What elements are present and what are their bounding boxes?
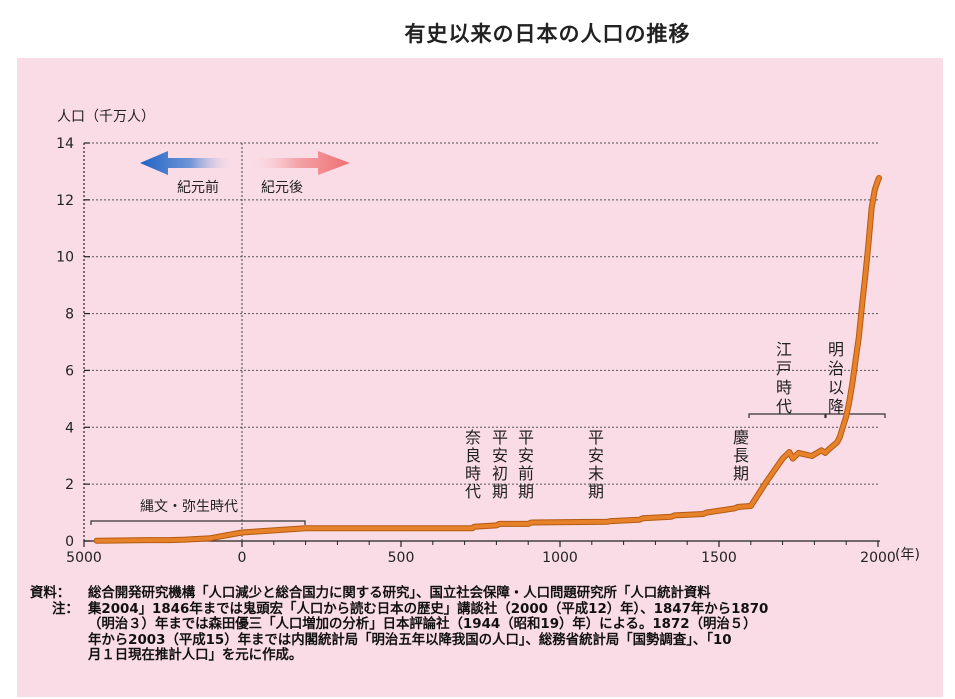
era-label-keicho: 慶長期 <box>733 428 749 483</box>
era-label-char: 長 <box>733 446 749 465</box>
era-label-char: 安 <box>518 446 534 465</box>
era-label-char: 前 <box>518 464 534 483</box>
source-text: 総合開発研究機構「人口減少と総合国力に関する研究」、国立社会保障・人口問題研究所… <box>88 586 711 601</box>
era-bracket-edo <box>748 413 826 418</box>
era-label-char: 平 <box>518 428 534 447</box>
era-label-char: 奈 <box>465 428 481 447</box>
era-label-char: 時 <box>465 464 481 483</box>
era-label-char: 以 <box>828 378 844 397</box>
ad-label: 紀元後 <box>261 180 303 196</box>
era-label-char: 時 <box>776 378 792 397</box>
era-bracket-jomon <box>90 520 306 525</box>
era-label-char: 期 <box>588 482 604 501</box>
era-label-char: 期 <box>492 482 508 501</box>
x-tick-label: 2000 <box>860 550 896 566</box>
population-series <box>93 175 882 544</box>
era-label-char: 戸 <box>776 359 792 378</box>
x-tick-label: 5000 <box>66 550 102 566</box>
era-label-char: 治 <box>828 359 844 378</box>
y-tick-label: 0 <box>65 534 74 550</box>
era-label-char: 期 <box>733 464 749 483</box>
y-axis-label: 人口（千万人） <box>57 109 155 125</box>
chart-title: 有史以来の日本の人口の推移 <box>404 22 691 46</box>
era-bracket-meiji <box>825 413 886 418</box>
bc-label: 紀元前 <box>177 179 219 196</box>
y-tick-label: 4 <box>65 420 74 436</box>
gridlines <box>83 142 880 547</box>
y-tick-label: 2 <box>65 477 74 493</box>
era-label-char: 代 <box>776 397 792 416</box>
bc-arrow <box>140 151 232 175</box>
x-tick-label: 1000 <box>542 550 578 566</box>
note-label: 注： <box>52 601 79 617</box>
era-label-char: 明 <box>828 340 844 359</box>
population-line <box>94 176 881 543</box>
y-tick-label: 6 <box>65 363 74 379</box>
era-label-char: 慶 <box>733 428 749 447</box>
era-label-char: 末 <box>588 464 604 483</box>
x-tick-labels: 5000 0 500 1000 1500 2000 <box>66 550 896 566</box>
y-tick-label: 14 <box>56 136 74 152</box>
era-label-char: 平 <box>588 428 604 447</box>
y-tick-labels: 0 2 4 6 8 10 12 14 <box>56 136 74 550</box>
y-tick-label: 8 <box>65 307 74 323</box>
x-tick-label: 500 <box>388 550 415 566</box>
era-label-char: 期 <box>518 482 534 501</box>
era-label-char: 平 <box>492 428 508 447</box>
y-tick-label: 10 <box>56 250 74 266</box>
ad-arrow <box>252 151 350 175</box>
note-text: 集2004」1846年までは鬼頭宏「人口から読む日本の歴史」講談社（2000（平… <box>88 601 769 664</box>
era-label-char: 代 <box>465 482 481 501</box>
era-label-jomon: 縄文・弥生時代 <box>140 498 238 515</box>
era-label-char: 江 <box>776 340 792 359</box>
era-label-char: 初 <box>492 464 508 483</box>
y-tick-label: 12 <box>56 193 74 209</box>
x-tick-label: 1500 <box>701 550 737 566</box>
x-tick-label: 0 <box>238 550 247 566</box>
x-axis-unit: (年) <box>895 547 920 563</box>
era-label-char: 安 <box>588 446 604 465</box>
era-label-char: 降 <box>828 397 844 416</box>
era-label-char: 良 <box>465 446 481 465</box>
source-label: 資料： <box>30 586 71 601</box>
era-label-char: 安 <box>492 446 508 465</box>
notes: 資料： 総合開発研究機構「人口減少と総合国力に関する研究」、国立社会保障・人口問… <box>30 586 935 664</box>
